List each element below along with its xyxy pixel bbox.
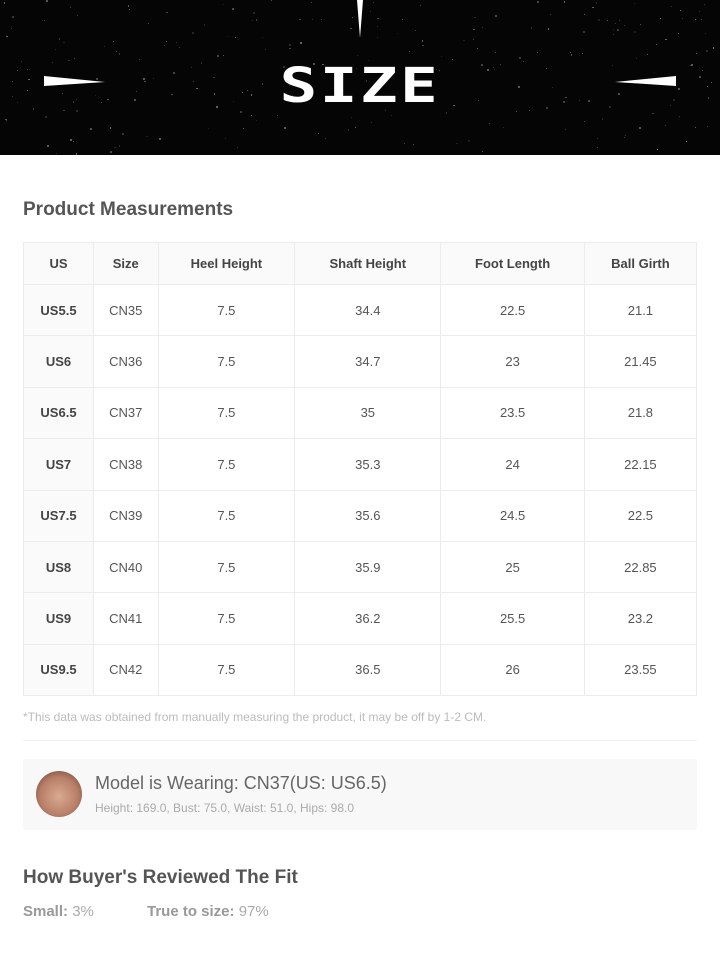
table-cell: 21.45	[584, 336, 696, 387]
column-header: US	[24, 243, 94, 285]
table-cell: 23.2	[584, 593, 696, 644]
column-header: Size	[94, 243, 159, 285]
model-stats: Height: 169.0, Bust: 75.0, Waist: 51.0, …	[95, 801, 354, 815]
table-cell: 24	[441, 439, 584, 490]
size-table: US Size Heel Height Shaft Height Foot Length…	[23, 242, 697, 696]
fit-small-value: 3%	[72, 903, 94, 920]
table-cell: 36.2	[295, 593, 441, 644]
table-cell: CN40	[94, 541, 159, 592]
table-cell: 34.4	[295, 285, 441, 336]
table-cell: CN35	[94, 285, 159, 336]
table-row: US7.5 CN39 7.5 35.6 24.5 22.5	[24, 490, 697, 541]
table-cell: 7.5	[158, 593, 295, 644]
table-cell: 26	[441, 644, 584, 695]
table-cell: 23.5	[441, 387, 584, 438]
column-header: Foot Length	[441, 243, 584, 285]
table-cell: 22.85	[584, 541, 696, 592]
table-cell: 7.5	[158, 439, 295, 490]
table-cell: 24.5	[441, 490, 584, 541]
table-cell: CN37	[94, 387, 159, 438]
table-cell: 21.1	[584, 285, 696, 336]
banner-title: SIZE	[0, 58, 720, 114]
table-cell: 35.9	[295, 541, 441, 592]
table-cell: 23.55	[584, 644, 696, 695]
table-cell: CN39	[94, 490, 159, 541]
table-cell: 7.5	[158, 490, 295, 541]
table-cell: 23	[441, 336, 584, 387]
table-cell: CN41	[94, 593, 159, 644]
table-cell: US9.5	[24, 644, 94, 695]
table-cell: 7.5	[158, 541, 295, 592]
column-header: Ball Girth	[584, 243, 696, 285]
fit-true-value: 97%	[239, 903, 269, 920]
table-row: US6 CN36 7.5 34.7 23 21.45	[24, 336, 697, 387]
table-cell: 36.5	[295, 644, 441, 695]
column-header: Heel Height	[158, 243, 295, 285]
table-cell: US7.5	[24, 490, 94, 541]
fit-small: Small: 3%	[23, 903, 94, 920]
table-cell: US7	[24, 439, 94, 490]
model-wearing: Model is Wearing: CN37(US: US6.5)	[95, 773, 387, 794]
table-cell: 22.15	[584, 439, 696, 490]
measurement-note: *This data was obtained from manually me…	[23, 710, 486, 724]
table-cell: 34.7	[295, 336, 441, 387]
table-cell: 7.5	[158, 336, 295, 387]
table-cell: 22.5	[441, 285, 584, 336]
model-avatar	[36, 771, 82, 817]
table-cell: 25	[441, 541, 584, 592]
table-cell: US8	[24, 541, 94, 592]
table-row: US9 CN41 7.5 36.2 25.5 23.2	[24, 593, 697, 644]
size-banner: SIZE	[0, 0, 720, 155]
table-cell: 7.5	[158, 387, 295, 438]
table-row: US5.5 CN35 7.5 34.4 22.5 21.1	[24, 285, 697, 336]
table-cell: US6.5	[24, 387, 94, 438]
table-row: US6.5 CN37 7.5 35 23.5 21.8	[24, 387, 697, 438]
divider	[23, 740, 697, 741]
table-cell: 25.5	[441, 593, 584, 644]
table-row: US9.5 CN42 7.5 36.5 26 23.55	[24, 644, 697, 695]
table-cell: US5.5	[24, 285, 94, 336]
table-row: US7 CN38 7.5 35.3 24 22.15	[24, 439, 697, 490]
table-cell: 7.5	[158, 285, 295, 336]
fit-true-label: True to size:	[147, 903, 235, 920]
table-cell: CN36	[94, 336, 159, 387]
table-cell: US9	[24, 593, 94, 644]
table-cell: 21.8	[584, 387, 696, 438]
table-cell: 35.6	[295, 490, 441, 541]
table-cell: 22.5	[584, 490, 696, 541]
fit-small-label: Small:	[23, 903, 68, 920]
model-info: Model is Wearing: CN37(US: US6.5) Height…	[23, 759, 697, 830]
fit-title: How Buyer's Reviewed The Fit	[23, 867, 298, 889]
table-cell: US6	[24, 336, 94, 387]
table-cell: CN42	[94, 644, 159, 695]
table-cell: 7.5	[158, 644, 295, 695]
fit-true: True to size: 97%	[147, 903, 269, 920]
table-cell: 35.3	[295, 439, 441, 490]
table-row: US8 CN40 7.5 35.9 25 22.85	[24, 541, 697, 592]
table-cell: CN38	[94, 439, 159, 490]
measurements-title: Product Measurements	[23, 199, 233, 221]
column-header: Shaft Height	[295, 243, 441, 285]
table-cell: 35	[295, 387, 441, 438]
